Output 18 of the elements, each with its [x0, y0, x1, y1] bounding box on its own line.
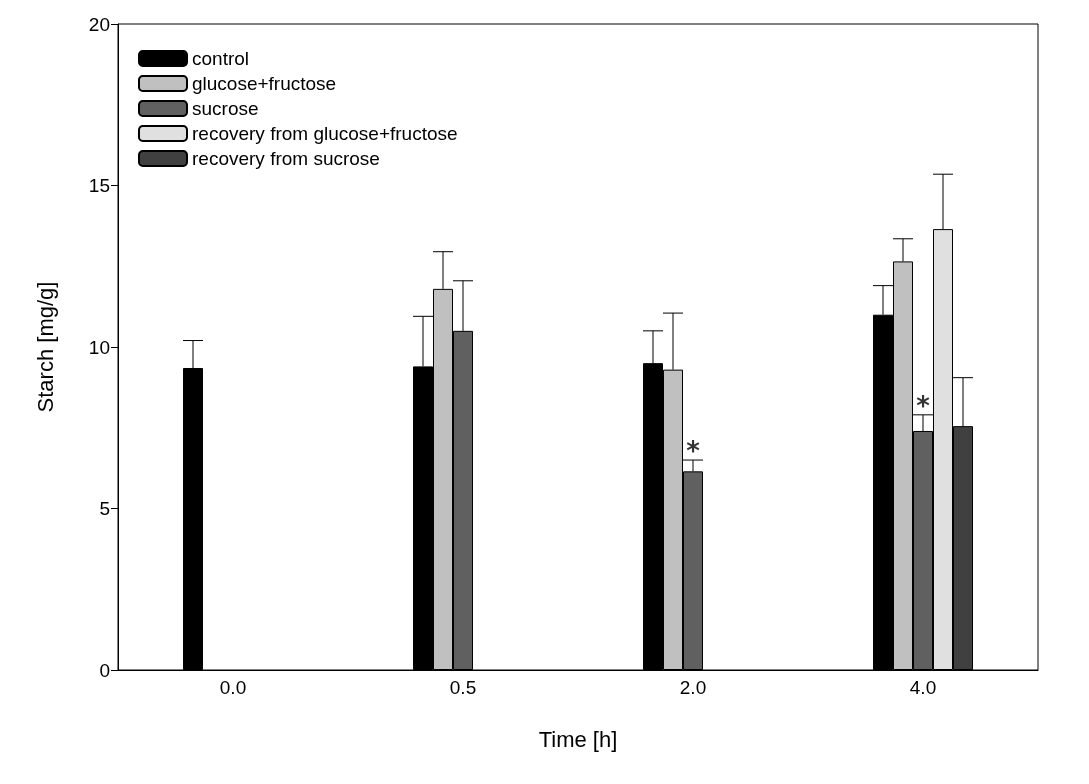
x-tick-label: 2.0	[679, 677, 707, 698]
legend-label: recovery from glucose+fructose	[192, 123, 458, 144]
legend-label: glucose+fructose	[192, 73, 337, 94]
y-tick-label: 15	[88, 175, 110, 196]
legend-label: recovery from sucrose	[192, 148, 380, 169]
x-axis-title: Time [h]	[538, 726, 618, 752]
legend-label: sucrose	[192, 98, 259, 119]
annotation: *	[686, 436, 701, 467]
y-tick-label: 10	[88, 336, 110, 358]
x-tick-label: 4.0	[909, 677, 937, 698]
y-axis-title: Starch [mg/g]	[32, 281, 58, 413]
x-tick-label: 0.5	[449, 677, 477, 698]
x-tick-label: 0.0	[219, 677, 247, 698]
legend-label: control	[192, 48, 250, 69]
y-tick-label: 20	[88, 13, 110, 35]
annotation: *	[916, 390, 931, 421]
y-tick-label: 5	[99, 498, 110, 519]
y-tick-label: 0	[99, 659, 110, 681]
